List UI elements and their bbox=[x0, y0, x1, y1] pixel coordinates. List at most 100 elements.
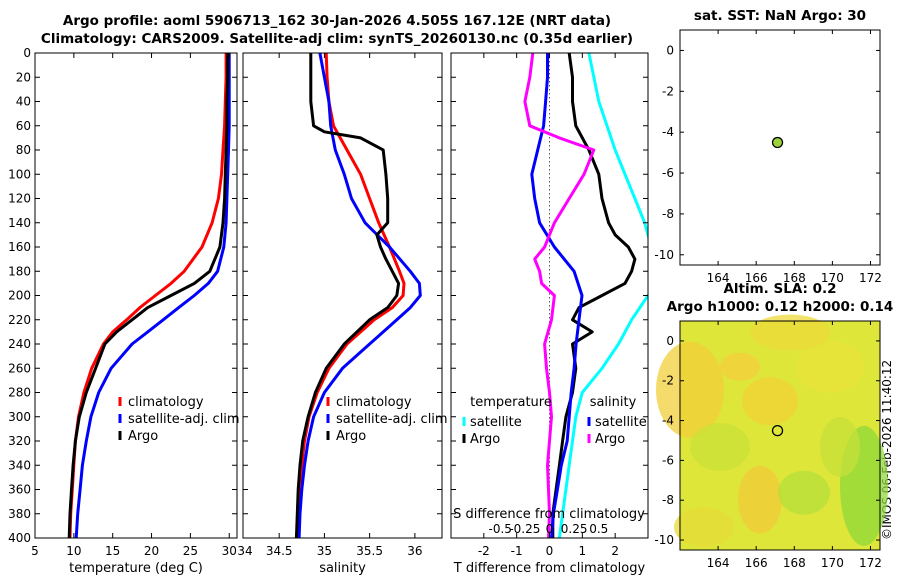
y-tick-label: 320 bbox=[8, 434, 31, 448]
secondary-tick-label: 0.25 bbox=[561, 522, 588, 536]
y-tick-label: 240 bbox=[8, 337, 31, 351]
series-line-t-satellite bbox=[557, 53, 648, 538]
y-tick-label: 40 bbox=[16, 95, 31, 109]
legend-label-temperature: Argo bbox=[128, 429, 158, 444]
map-y-tick-label: -6 bbox=[662, 453, 674, 467]
x-tick-label-temperature: 25 bbox=[183, 544, 198, 558]
x-tick-label-salinity-edge: 34 bbox=[237, 544, 252, 558]
map-y-tick-label: -2 bbox=[662, 84, 674, 98]
map-x-tick-label: 170 bbox=[821, 556, 844, 570]
x-tick-label-temperature: 30 bbox=[222, 544, 237, 558]
x-tick-label-salinity: 34.5 bbox=[266, 544, 293, 558]
float-position-marker bbox=[771, 136, 784, 149]
x-tick-label-temperature: 15 bbox=[105, 544, 120, 558]
x-axis-label-salinity: salinity bbox=[319, 561, 366, 576]
legend-label-salinity: Argo bbox=[336, 429, 366, 444]
legend-label-temperature: satellite-adj. clim bbox=[128, 412, 240, 427]
sla-anomaly-patch bbox=[778, 470, 830, 515]
y-tick-label: 100 bbox=[8, 167, 31, 181]
x-tick-label-temperature: 5 bbox=[31, 544, 39, 558]
sla-map-title-line-1: Altim. SLA: 0.2 bbox=[723, 281, 837, 297]
axes-frame-salinity bbox=[242, 52, 443, 539]
y-tick-label: 80 bbox=[16, 143, 31, 157]
legend-label-temperature: climatology bbox=[128, 395, 204, 410]
secondary-tick-label: -0.5 bbox=[489, 522, 512, 536]
series-line-s-argo bbox=[523, 53, 596, 538]
sla-anomaly-patch bbox=[738, 465, 782, 534]
legend-label-temp-diff: Argo bbox=[470, 432, 500, 447]
y-tick-label: 160 bbox=[8, 240, 31, 254]
y-tick-label: 260 bbox=[8, 361, 31, 375]
series-line-argo bbox=[67, 53, 230, 538]
x-tick-label-salinity: 35.5 bbox=[356, 544, 383, 558]
x-axis-label-temperature: temperature (deg C) bbox=[69, 561, 203, 576]
map-y-tick-label: 0 bbox=[666, 334, 674, 348]
series-line-s-satellite bbox=[530, 53, 584, 538]
title-line-1: Argo profile: aoml 5906713_162 30-Jan-20… bbox=[62, 13, 612, 29]
map-x-tick-label: 166 bbox=[745, 271, 768, 285]
map-x-tick-label: 166 bbox=[745, 556, 768, 570]
x-tick-label-differences: -2 bbox=[478, 544, 490, 558]
sla-anomaly-patch bbox=[796, 340, 864, 393]
sla-anomaly-patch bbox=[820, 416, 860, 477]
series-group-differences bbox=[523, 53, 648, 538]
map-x-tick-label: 170 bbox=[821, 271, 844, 285]
y-tick-label: 20 bbox=[16, 70, 31, 84]
y-tick-label: 140 bbox=[8, 216, 31, 230]
map-y-tick-label: -4 bbox=[662, 414, 674, 428]
legend-title-salinity: salinity bbox=[590, 395, 637, 410]
y-tick-label: 360 bbox=[8, 483, 31, 497]
x-tick-label-differences: -1 bbox=[511, 544, 523, 558]
x-tick-label-differences: 0 bbox=[546, 544, 554, 558]
map-x-tick-label: 172 bbox=[859, 556, 882, 570]
map-y-tick-label: -10 bbox=[654, 533, 674, 547]
float-position-marker bbox=[771, 424, 784, 437]
secondary-tick-label: -0.25 bbox=[509, 522, 540, 536]
sla-anomaly-patch bbox=[750, 314, 830, 351]
y-tick-label: 280 bbox=[8, 386, 31, 400]
axes-frame-temperature bbox=[34, 52, 238, 539]
sla-map-title-line-2: Argo h1000: 0.12 h2000: 0.14 bbox=[666, 299, 894, 315]
map-y-tick-label: -2 bbox=[662, 374, 674, 388]
map-y-tick-label: -8 bbox=[662, 207, 674, 221]
sla-anomaly-patch bbox=[742, 377, 798, 426]
x-tick-label-salinity: 35 bbox=[317, 544, 332, 558]
y-tick-label: 340 bbox=[8, 458, 31, 472]
y-tick-label: 60 bbox=[16, 119, 31, 133]
map-frame-sla_map bbox=[679, 320, 881, 551]
map-x-tick-label: 164 bbox=[707, 556, 730, 570]
series-line-argo bbox=[294, 53, 401, 538]
y-tick-label: 180 bbox=[8, 264, 31, 278]
x-axis-label-differences: T difference from climatology bbox=[453, 561, 646, 576]
map-y-tick-label: -8 bbox=[662, 493, 674, 507]
x-tick-label-salinity: 36 bbox=[407, 544, 422, 558]
y-tick-label: 300 bbox=[8, 410, 31, 424]
map-x-tick-label: 168 bbox=[783, 271, 806, 285]
secondary-tick-label: 0 bbox=[546, 522, 554, 536]
x-tick-label-differences: 2 bbox=[611, 544, 619, 558]
series-line-climatology bbox=[68, 53, 228, 538]
map-y-tick-label: -10 bbox=[654, 248, 674, 262]
series-line-climatology bbox=[296, 53, 406, 538]
sla-anomaly-patch bbox=[656, 341, 724, 438]
secondary-axis-label: S difference from climatology bbox=[453, 507, 645, 522]
y-tick-label: 380 bbox=[8, 507, 31, 521]
legend-label-sal-diff: satellite bbox=[595, 415, 647, 430]
series-group-temperature bbox=[67, 53, 231, 538]
y-tick-label: 0 bbox=[23, 46, 31, 60]
series-line-t-argo bbox=[551, 53, 637, 538]
legend-label-sal-diff: Argo bbox=[595, 432, 625, 447]
legend-title-temperature: temperature bbox=[470, 395, 552, 410]
y-tick-label: 400 bbox=[8, 531, 31, 545]
map-y-tick-label: -4 bbox=[662, 125, 674, 139]
sla-anomaly-patch bbox=[720, 352, 760, 381]
legend-label-salinity: satellite-adj. clim bbox=[336, 412, 448, 427]
legend-label-temp-diff: satellite bbox=[470, 415, 522, 430]
y-tick-label: 120 bbox=[8, 192, 31, 206]
map-x-tick-label: 164 bbox=[707, 271, 730, 285]
x-tick-label-temperature: 20 bbox=[144, 544, 159, 558]
series-group-salinity bbox=[294, 53, 422, 538]
sst-map-title: sat. SST: NaN Argo: 30 bbox=[693, 8, 867, 24]
x-tick-label-temperature: 10 bbox=[66, 544, 81, 558]
series-line-satellite-adj-clim bbox=[297, 53, 422, 538]
